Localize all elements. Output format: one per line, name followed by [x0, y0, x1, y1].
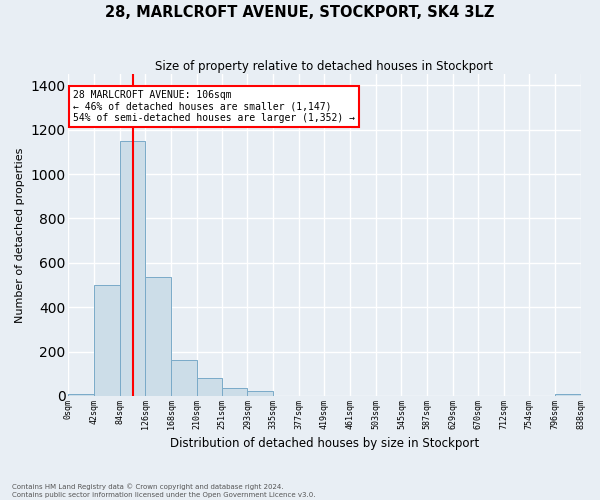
Bar	[197, 378, 222, 396]
Bar	[222, 388, 247, 396]
X-axis label: Distribution of detached houses by size in Stockport: Distribution of detached houses by size …	[170, 437, 479, 450]
Text: Contains HM Land Registry data © Crown copyright and database right 2024.
Contai: Contains HM Land Registry data © Crown c…	[12, 484, 316, 498]
Bar	[555, 394, 581, 396]
Bar	[145, 277, 171, 396]
Bar	[94, 285, 120, 396]
Bar	[68, 394, 94, 396]
Bar	[120, 140, 145, 396]
Y-axis label: Number of detached properties: Number of detached properties	[15, 148, 25, 322]
Title: Size of property relative to detached houses in Stockport: Size of property relative to detached ho…	[155, 60, 493, 73]
Bar	[247, 392, 273, 396]
Bar	[171, 360, 197, 396]
Text: 28, MARLCROFT AVENUE, STOCKPORT, SK4 3LZ: 28, MARLCROFT AVENUE, STOCKPORT, SK4 3LZ	[106, 5, 494, 20]
Text: 28 MARLCROFT AVENUE: 106sqm
← 46% of detached houses are smaller (1,147)
54% of : 28 MARLCROFT AVENUE: 106sqm ← 46% of det…	[73, 90, 355, 123]
